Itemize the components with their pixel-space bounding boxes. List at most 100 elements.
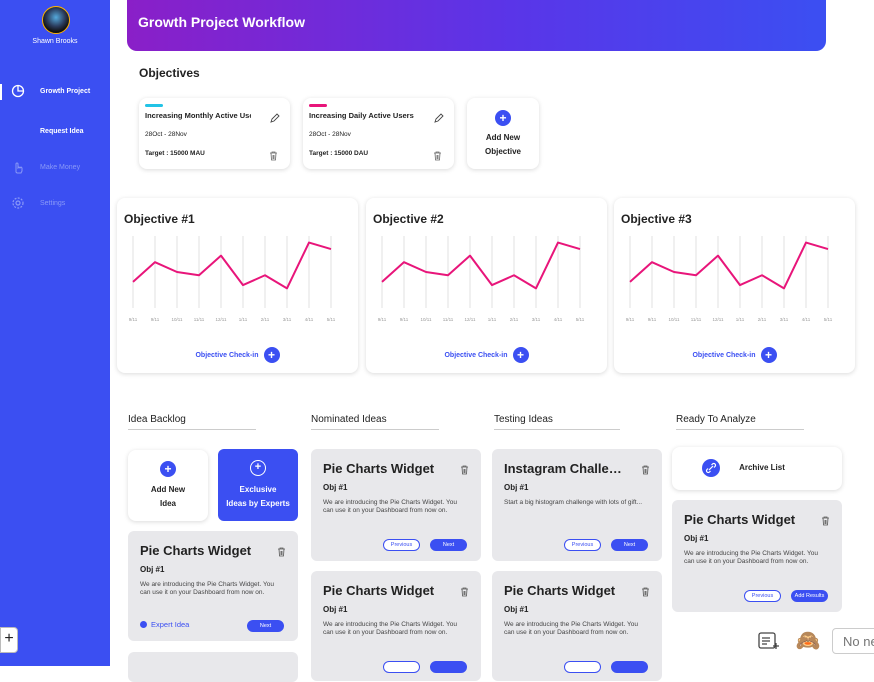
sidebar-item-request-idea[interactable]: Request Idea xyxy=(0,124,110,138)
next-button[interactable]: Next xyxy=(611,539,648,551)
avatar[interactable] xyxy=(42,6,70,34)
next-button[interactable]: Next xyxy=(247,620,284,632)
plus-icon: + xyxy=(512,347,529,363)
x-tick-label: 4/11 xyxy=(305,317,314,322)
previous-button[interactable]: Previous xyxy=(383,539,420,551)
add-results-button[interactable]: Add Results xyxy=(791,590,828,602)
plus-icon: + xyxy=(263,347,280,363)
edit-icon[interactable] xyxy=(434,110,444,128)
pie-chart-icon xyxy=(10,84,26,98)
idea-objective: Obj #1 xyxy=(323,483,348,492)
idea-objective: Obj #1 xyxy=(504,483,529,492)
notes-icon[interactable] xyxy=(755,628,781,654)
next-button[interactable] xyxy=(430,661,467,673)
objective-target: Target : 15000 DAU xyxy=(309,150,369,157)
page-title: Growth Project Workflow xyxy=(138,14,305,30)
add-idea-button[interactable]: + Add New Idea xyxy=(128,450,208,521)
next-button[interactable]: Next xyxy=(430,539,467,551)
x-tick-label: 10/11 xyxy=(421,317,432,322)
objective-chart-card: Objective #3 9/11 9/11 10/11 11/11 12/11 1/11… xyxy=(614,198,855,373)
add-objective-label: Add New xyxy=(485,133,521,142)
objective-color-bar xyxy=(145,104,163,107)
previous-button[interactable]: Previous xyxy=(744,590,781,602)
add-button[interactable]: + xyxy=(0,627,18,653)
link-icon xyxy=(702,459,720,477)
idea-card[interactable]: Pie Charts Widget Obj #1 We are introduc… xyxy=(672,500,842,612)
active-indicator xyxy=(0,84,2,100)
trash-icon[interactable] xyxy=(641,462,650,480)
objective-dates: 28Oct - 28Nov xyxy=(309,131,351,138)
sidebar: Shawn Brooks Growth Project Request Idea… xyxy=(0,0,110,666)
column-title: Nominated Ideas xyxy=(311,414,439,430)
idea-card[interactable]: Pie Charts Widget Obj #1 We are introduc… xyxy=(128,531,298,641)
trash-icon[interactable] xyxy=(821,513,830,531)
add-objective-button[interactable]: + Add New Objective xyxy=(467,98,539,169)
objectives-title: Objectives xyxy=(139,66,200,80)
hand-pointer-icon xyxy=(10,160,26,174)
plus-icon: + xyxy=(160,461,176,477)
objective-chart-card: Objective #1 9/11 9/11 10/11 11/11 12/11 1/11… xyxy=(117,198,358,373)
idea-card[interactable]: Instagram Challenge Obj #1 Start a big h… xyxy=(492,449,662,561)
objective-checkin-button[interactable]: Objective Check-in + xyxy=(366,347,607,363)
archive-list-button[interactable]: Archive List xyxy=(672,447,842,490)
idea-description: We are introducing the Pie Charts Widget… xyxy=(684,550,818,565)
sidebar-item-label: Make Money xyxy=(40,163,81,171)
user-name: Shawn Brooks xyxy=(32,38,78,45)
previous-button[interactable] xyxy=(564,661,601,673)
sidebar-item-growth-project[interactable]: Growth Project xyxy=(0,84,110,98)
search-input[interactable] xyxy=(832,628,874,654)
plus-icon: + xyxy=(250,460,266,476)
idea-objective: Obj #1 xyxy=(684,534,709,543)
page-header: Growth Project Workflow xyxy=(127,0,826,51)
checkin-label: Objective Check-in xyxy=(692,351,756,359)
x-tick-label: 9/11 xyxy=(151,317,160,322)
x-tick-label: 1/11 xyxy=(736,317,745,322)
idea-title: Pie Charts Widget xyxy=(323,583,435,598)
idea-card[interactable]: Pie Charts Widget Obj #1 We are introduc… xyxy=(311,571,481,681)
x-tick-label: 2/11 xyxy=(510,317,519,322)
sidebar-item-settings[interactable]: Settings xyxy=(0,196,110,210)
idea-objective: Obj #1 xyxy=(504,605,529,614)
line-chart: 9/11 9/11 10/11 11/11 12/11 1/11 2/11 3/11 4/11 5… xyxy=(378,236,585,322)
previous-button[interactable]: Previous xyxy=(564,539,601,551)
x-tick-label: 10/11 xyxy=(669,317,680,322)
checkin-label: Objective Check-in xyxy=(444,351,508,359)
objective-card[interactable]: Increasing Daily Active Users 28Oct - 28… xyxy=(303,98,454,169)
trash-icon[interactable] xyxy=(460,462,469,480)
x-tick-label: 5/11 xyxy=(576,317,585,322)
objective-card[interactable]: Increasing Monthly Active Users 28Oct - … xyxy=(139,98,290,169)
trash-icon[interactable] xyxy=(641,584,650,602)
exclusive-ideas-button[interactable]: + Exclusive Ideas by Experts xyxy=(218,449,298,521)
idea-card[interactable]: Pie Charts Widget Obj #1 We are introduc… xyxy=(311,449,481,561)
x-tick-label: 11/11 xyxy=(194,317,205,322)
previous-button[interactable] xyxy=(383,661,420,673)
idea-card[interactable] xyxy=(128,652,298,682)
objective-checkin-button[interactable]: Objective Check-in + xyxy=(117,347,358,363)
chart-title: Objective #1 xyxy=(124,212,195,226)
trash-icon[interactable] xyxy=(433,148,442,166)
trash-icon[interactable] xyxy=(460,584,469,602)
trash-icon[interactable] xyxy=(277,544,286,562)
next-button[interactable] xyxy=(611,661,648,673)
monkey-emoji-icon[interactable]: 🙈 xyxy=(795,630,821,652)
column-title: Ready To Analyze xyxy=(676,414,804,430)
gear-icon xyxy=(10,196,26,210)
expert-idea-tag: Expert Idea xyxy=(140,620,189,629)
exclusive-label: Exclusive xyxy=(239,485,277,494)
series-line xyxy=(629,241,829,290)
x-tick-label: 2/11 xyxy=(261,317,270,322)
idea-card[interactable]: Pie Charts Widget Obj #1 We are introduc… xyxy=(492,571,662,681)
sidebar-item-make-money[interactable]: Make Money xyxy=(0,160,110,174)
x-tick-label: 2/11 xyxy=(758,317,767,322)
trash-icon[interactable] xyxy=(269,148,278,166)
expert-idea-label: Expert Idea xyxy=(151,620,190,629)
x-tick-label: 3/11 xyxy=(780,317,789,322)
plus-icon: + xyxy=(760,347,777,363)
line-chart: 9/11 9/11 10/11 11/11 12/11 1/11 2/11 3/11 4/11 5… xyxy=(626,236,833,322)
sidebar-item-label: Request Idea xyxy=(40,127,84,135)
objective-checkin-button[interactable]: Objective Check-in + xyxy=(614,347,855,363)
idea-description: We are introducing the Pie Charts Widget… xyxy=(140,581,274,596)
series-line xyxy=(381,241,581,290)
x-tick-label: 11/11 xyxy=(691,317,702,322)
edit-icon[interactable] xyxy=(270,110,280,128)
